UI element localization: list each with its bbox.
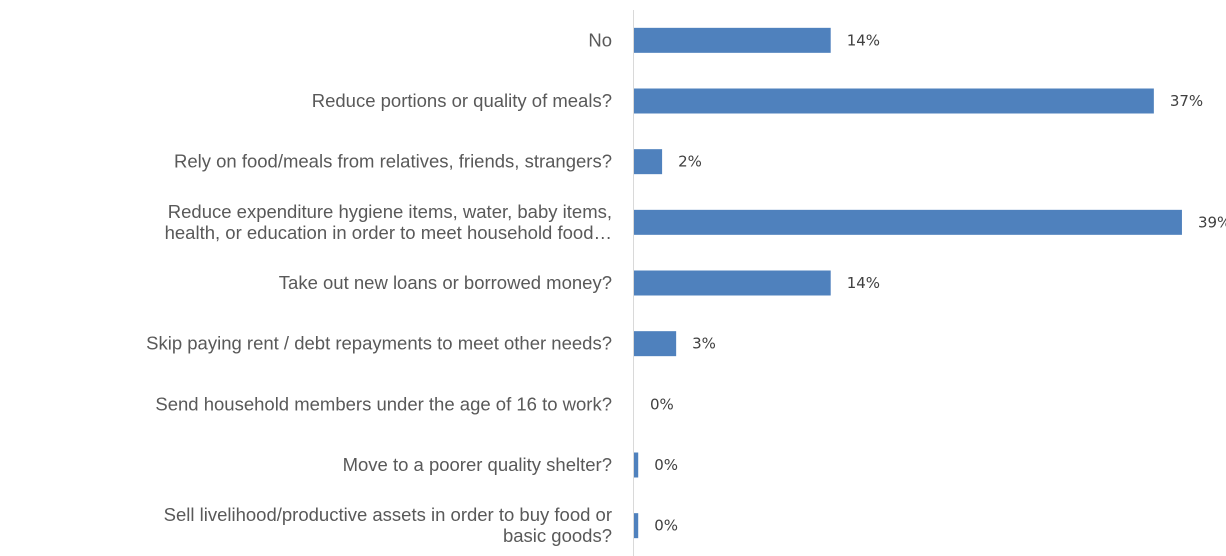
category-label-7: Move to a poorer quality shelter?	[343, 454, 612, 475]
category-label-6: Send household members under the age of …	[155, 393, 612, 414]
bar-1	[634, 88, 1154, 114]
bar-8	[634, 513, 639, 539]
category-label-2: Rely on food/meals from relatives, frien…	[174, 151, 612, 172]
bar-2	[634, 149, 663, 175]
bar-4	[634, 270, 831, 296]
category-label-4: Take out new loans or borrowed money?	[279, 272, 612, 293]
category-label-1: Reduce portions or quality of meals?	[312, 90, 612, 111]
bar-5	[634, 331, 677, 357]
value-labels: 14% 37% 2% 39% 14% 3% 0% 0% 0%	[650, 31, 1226, 534]
bar-0	[634, 27, 831, 53]
category-label-5: Skip paying rent / debt repayments to me…	[146, 333, 612, 354]
bars	[634, 27, 1182, 539]
category-label-8: Sell livelihood/productive assets in ord…	[164, 504, 612, 546]
value-label-1: 37%	[1170, 92, 1203, 110]
value-label-5: 3%	[692, 335, 716, 353]
category-labels: No Reduce portions or quality of meals? Re…	[146, 29, 612, 546]
value-label-4: 14%	[847, 274, 880, 292]
category-label-0: No	[588, 29, 612, 50]
bar-7	[634, 452, 639, 478]
bar-3	[634, 209, 1182, 235]
value-label-2: 2%	[678, 153, 702, 171]
value-label-6: 0%	[650, 395, 674, 413]
value-label-0: 14%	[847, 31, 880, 49]
category-label-3: Reduce expenditure hygiene items, water,…	[165, 201, 612, 243]
value-label-7: 0%	[654, 456, 678, 474]
value-label-8: 0%	[654, 517, 678, 535]
value-label-3: 39%	[1198, 213, 1226, 231]
